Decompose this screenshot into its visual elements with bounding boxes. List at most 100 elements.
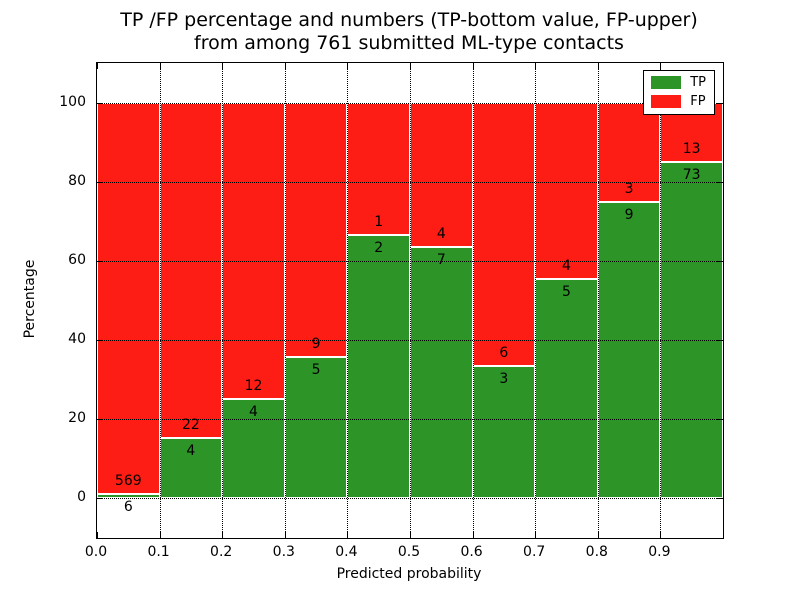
x-tick-top-0.6	[472, 63, 474, 69]
x-tick-label-0.4: 0.4	[335, 544, 358, 560]
bar-segment-fp-4	[347, 102, 410, 235]
bar-segment-fp-5	[410, 102, 473, 247]
y-tick-left-40	[97, 340, 103, 342]
x-tick-top-0.5	[410, 63, 411, 69]
tp-color-swatch	[651, 76, 682, 89]
x-tick-label-0.3: 0.3	[272, 544, 295, 560]
x-tick-top-0.3	[284, 63, 286, 69]
tp-count-label-1: 4	[186, 442, 196, 459]
gridlines-layer	[97, 63, 723, 538]
y-tick-label-100: 100	[59, 93, 86, 110]
y-tick-label-60: 60	[68, 251, 86, 268]
fp-count-label-2: 12	[244, 378, 263, 395]
fp-count-label-6: 6	[499, 345, 509, 362]
x-tick-top-0.4	[347, 63, 349, 69]
y-axis-label: Percentage	[22, 259, 38, 339]
x-axis-label: Predicted probability	[336, 566, 482, 582]
x-tick-label-0.0: 0.0	[84, 544, 108, 560]
bar-segment-fp-1	[159, 102, 223, 438]
bar-segment-tp-2	[222, 399, 285, 499]
x-tick-label-0.6: 0.6	[460, 544, 483, 560]
y-tick-label-40: 40	[68, 331, 86, 348]
y-tick-left-60	[97, 260, 103, 262]
y-tick-label-0: 0	[77, 489, 86, 506]
fp-count-label-5: 4	[436, 225, 446, 242]
tp-count-label-4: 2	[374, 239, 384, 256]
y-tick-label-20: 20	[68, 410, 86, 427]
x-tick-bottom-0.0	[97, 532, 98, 538]
x-tick-label-0.8: 0.8	[585, 544, 608, 560]
fp-count-label-0: 569	[114, 473, 142, 490]
v-gridline-0.7	[535, 63, 537, 538]
v-gridline-0.6	[472, 63, 474, 538]
bar-segment-tp-4	[347, 234, 410, 499]
v-gridline-0.8	[597, 63, 599, 538]
y-tick-left-20	[97, 419, 103, 421]
x-tick-bottom-0.6	[472, 532, 474, 538]
x-tick-label-0.9: 0.9	[648, 544, 671, 560]
bar-segment-fp-7	[535, 102, 598, 279]
y-tick-right-100	[717, 102, 723, 104]
bar-segment-fp-3	[284, 102, 348, 358]
v-gridline-0.1	[159, 63, 161, 538]
x-tick-top-0.9	[660, 63, 662, 69]
fp-count-label-1: 22	[181, 416, 200, 433]
tp-count-label-9: 73	[682, 167, 701, 184]
x-tick-label-0.2: 0.2	[210, 544, 233, 560]
bar-segment-tp-0	[97, 494, 160, 499]
y-tick-right-40	[717, 340, 723, 342]
bar-segment-tp-9	[660, 162, 723, 499]
x-tick-bottom-0.9	[660, 532, 662, 538]
x-tick-bottom-0.7	[535, 532, 537, 538]
x-tick-top-0.1	[159, 63, 161, 69]
bar-segment-tp-8	[597, 201, 661, 499]
bar-segment-tp-7	[535, 278, 598, 499]
v-gridline-0.2	[222, 63, 224, 538]
x-tick-bottom-0.5	[410, 532, 411, 538]
y-tick-right-80	[717, 181, 723, 183]
fp-count-label-4: 1	[374, 213, 384, 230]
tp-count-label-8: 9	[624, 206, 634, 223]
bar-segment-fp-6	[472, 102, 536, 367]
fp-count-label-8: 3	[624, 180, 634, 197]
legend-item-tp: TP	[651, 76, 706, 89]
bar-segment-tp-3	[284, 357, 348, 499]
bar-labels-layer: 569 6 22 4 12 4 9 5 1 2 4 7 6 3 4 5 3 9 13 73	[97, 63, 723, 538]
x-tick-top-0.0	[97, 63, 98, 69]
tp-count-label-7: 5	[562, 283, 571, 300]
y-tick-right-0	[717, 498, 723, 500]
fp-count-label-3: 9	[311, 336, 321, 353]
x-tick-bottom-0.4	[347, 532, 349, 538]
v-gridline-0.3	[284, 63, 286, 538]
tp-count-label-6: 3	[499, 371, 509, 388]
fp-color-swatch	[651, 95, 682, 108]
v-gridline-0.4	[347, 63, 349, 538]
ticks-layer	[97, 63, 723, 538]
tp-count-label-2: 4	[249, 404, 258, 421]
x-tick-bottom-0.8	[597, 532, 599, 538]
fp-count-label-9: 13	[682, 141, 701, 158]
y-tick-right-60	[717, 260, 723, 262]
x-tick-bottom-0.1	[159, 532, 161, 538]
x-tick-top-0.8	[597, 63, 599, 69]
y-tick-left-0	[97, 498, 103, 500]
chart-title-line-2: from among 761 submitted ML-type contact…	[194, 32, 624, 54]
y-tick-left-100	[97, 102, 103, 104]
x-tick-bottom-0.2	[222, 532, 224, 538]
x-tick-label-0.5: 0.5	[397, 544, 421, 560]
y-tick-label-80: 80	[68, 172, 86, 189]
y-tick-right-20	[717, 419, 723, 421]
v-gridline-0.5	[410, 63, 411, 538]
tp-count-label-0: 6	[123, 499, 133, 516]
x-tick-top-0.7	[535, 63, 537, 69]
legend: TP FP	[643, 70, 715, 115]
bars-layer	[97, 63, 723, 538]
bar-segment-fp-8	[597, 102, 661, 202]
tp-count-label-5: 7	[436, 251, 446, 268]
fp-count-label-7: 4	[562, 257, 571, 274]
tp-count-label-3: 5	[311, 362, 321, 379]
legend-label-fp: FP	[690, 94, 706, 109]
chart-title-line-1: TP /FP percentage and numbers (TP-bottom…	[120, 9, 698, 31]
y-tick-left-80	[97, 181, 103, 183]
